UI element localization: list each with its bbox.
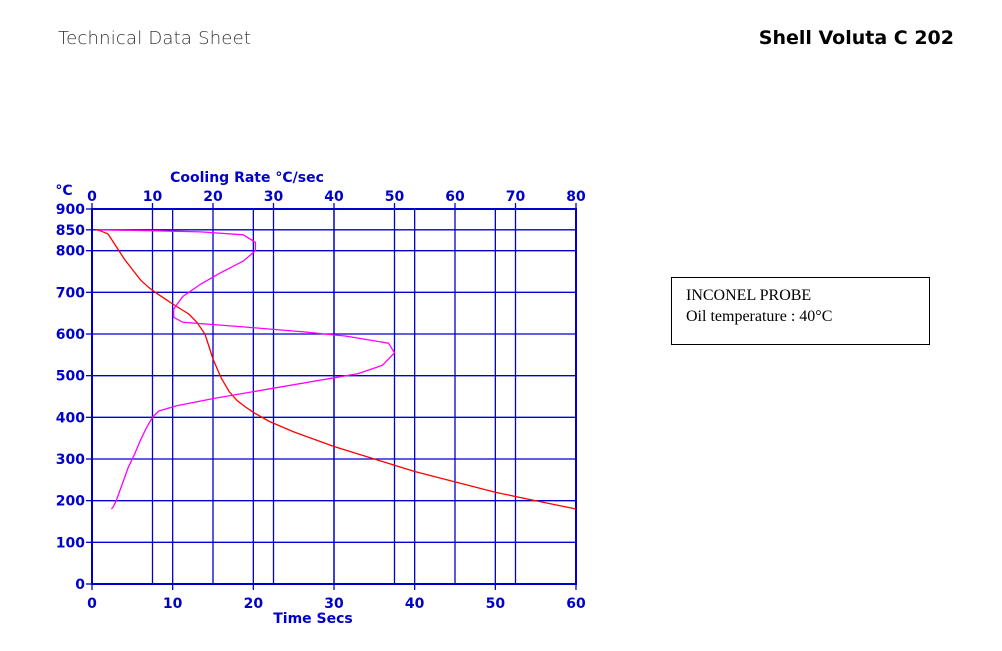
x2-tick-label: 70 [506,189,526,205]
y-tick-label: 850 [56,223,85,239]
x-tick-label: 50 [486,596,506,612]
y-tick-label: 200 [56,494,85,510]
x-tick-label: 60 [566,596,586,612]
oil-temperature-label: Oil temperature : 40°C [686,308,833,325]
x2-tick-label: 80 [566,189,586,205]
cooling-rate-axis-title: Cooling Rate °C/sec [170,170,324,186]
y-tick-label: 100 [56,535,85,551]
x-tick-label: 30 [324,596,344,612]
y-tick-label: 800 [56,244,85,260]
product-name: Shell Voluta C 202 [758,27,954,49]
x-tick-label: 40 [405,596,425,612]
x2-tick-label: 60 [445,189,465,205]
x2-tick-label: 20 [203,189,223,205]
y-tick-label: 700 [56,285,85,301]
time-axis-title: Time Secs [273,611,353,627]
y-tick-label: 900 [56,202,85,218]
x2-tick-label: 50 [385,189,405,205]
y-tick-label: 500 [56,369,85,385]
temperature-vs-time-curve [95,229,577,510]
y-tick-label: 300 [56,452,85,468]
cooling-rate-curve [97,229,396,510]
probe-type-label: INCONEL PROBE [686,287,812,304]
x-tick-label: 0 [87,596,97,612]
x2-tick-label: 10 [143,189,163,205]
x2-tick-label: 40 [324,189,344,205]
document-type-label: Technical Data Sheet [58,28,252,49]
x2-tick-label: 30 [264,189,284,205]
x-tick-label: 10 [163,596,183,612]
probe-info-box: INCONEL PROBE Oil temperature : 40°C [671,277,930,345]
temperature-axis-unit: °C [55,183,72,199]
plot-border [91,208,577,585]
y-tick-label: 600 [56,327,85,343]
x2-tick-label: 0 [87,189,97,205]
y-tick-label: 400 [56,410,85,426]
y-tick-label: 0 [75,577,85,593]
x-tick-label: 20 [244,596,264,612]
